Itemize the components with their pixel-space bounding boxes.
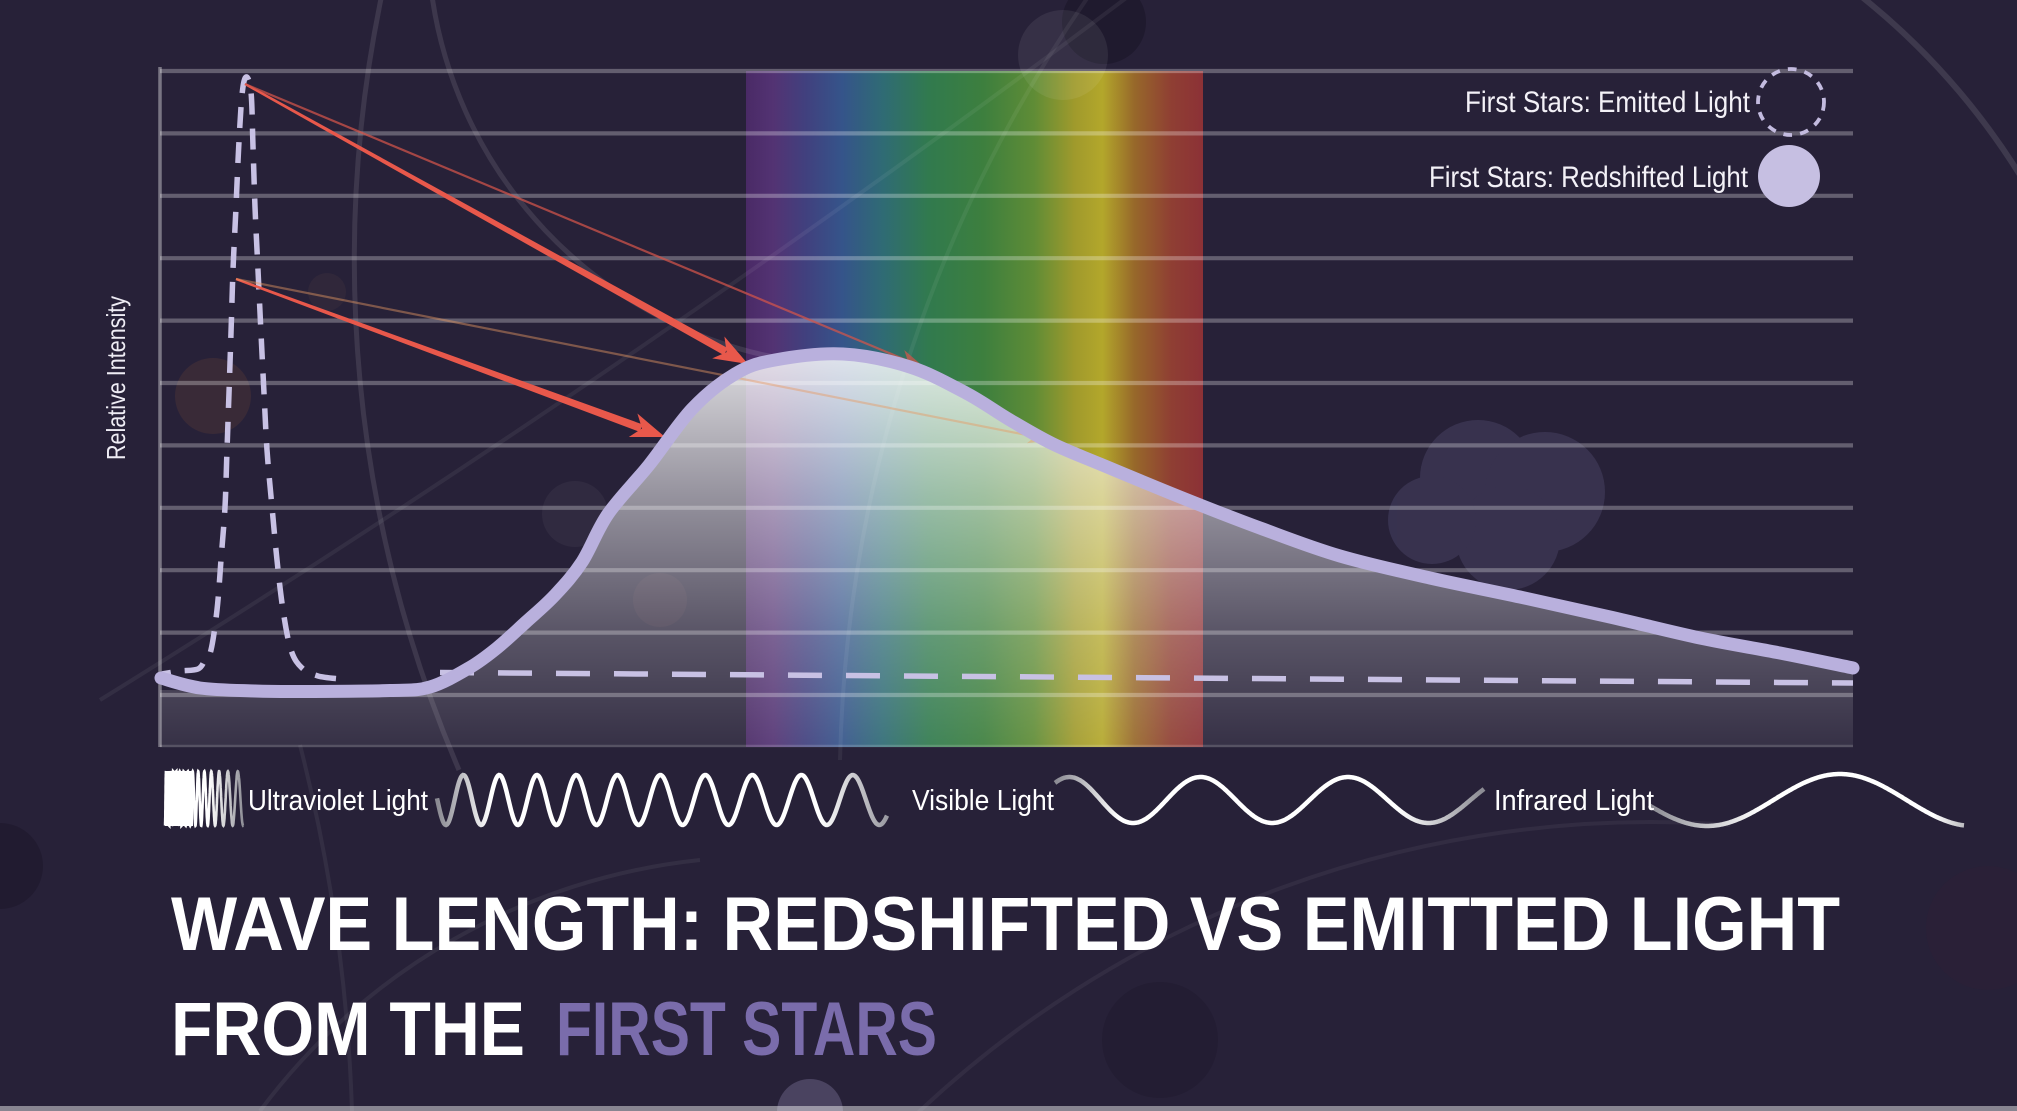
svg-text:Infrared Light: Infrared Light [1494, 785, 1654, 817]
svg-text:First Stars: Emitted Light: First Stars: Emitted Light [1465, 86, 1750, 119]
svg-text:First Stars: Redshifted Light: First Stars: Redshifted Light [1429, 161, 1748, 194]
svg-text:WAVE LENGTH: REDSHIFTED VS EM: WAVE LENGTH: REDSHIFTED VS EMITTED LIGHT [171, 882, 1840, 967]
svg-text:Ultraviolet Light: Ultraviolet Light [248, 785, 428, 817]
svg-text:FROM THE: FROM THE [171, 987, 525, 1072]
svg-text:Relative Intensity: Relative Intensity [101, 296, 131, 460]
svg-text:FIRST STARS: FIRST STARS [556, 987, 937, 1072]
svg-text:Visible Light: Visible Light [912, 785, 1054, 817]
